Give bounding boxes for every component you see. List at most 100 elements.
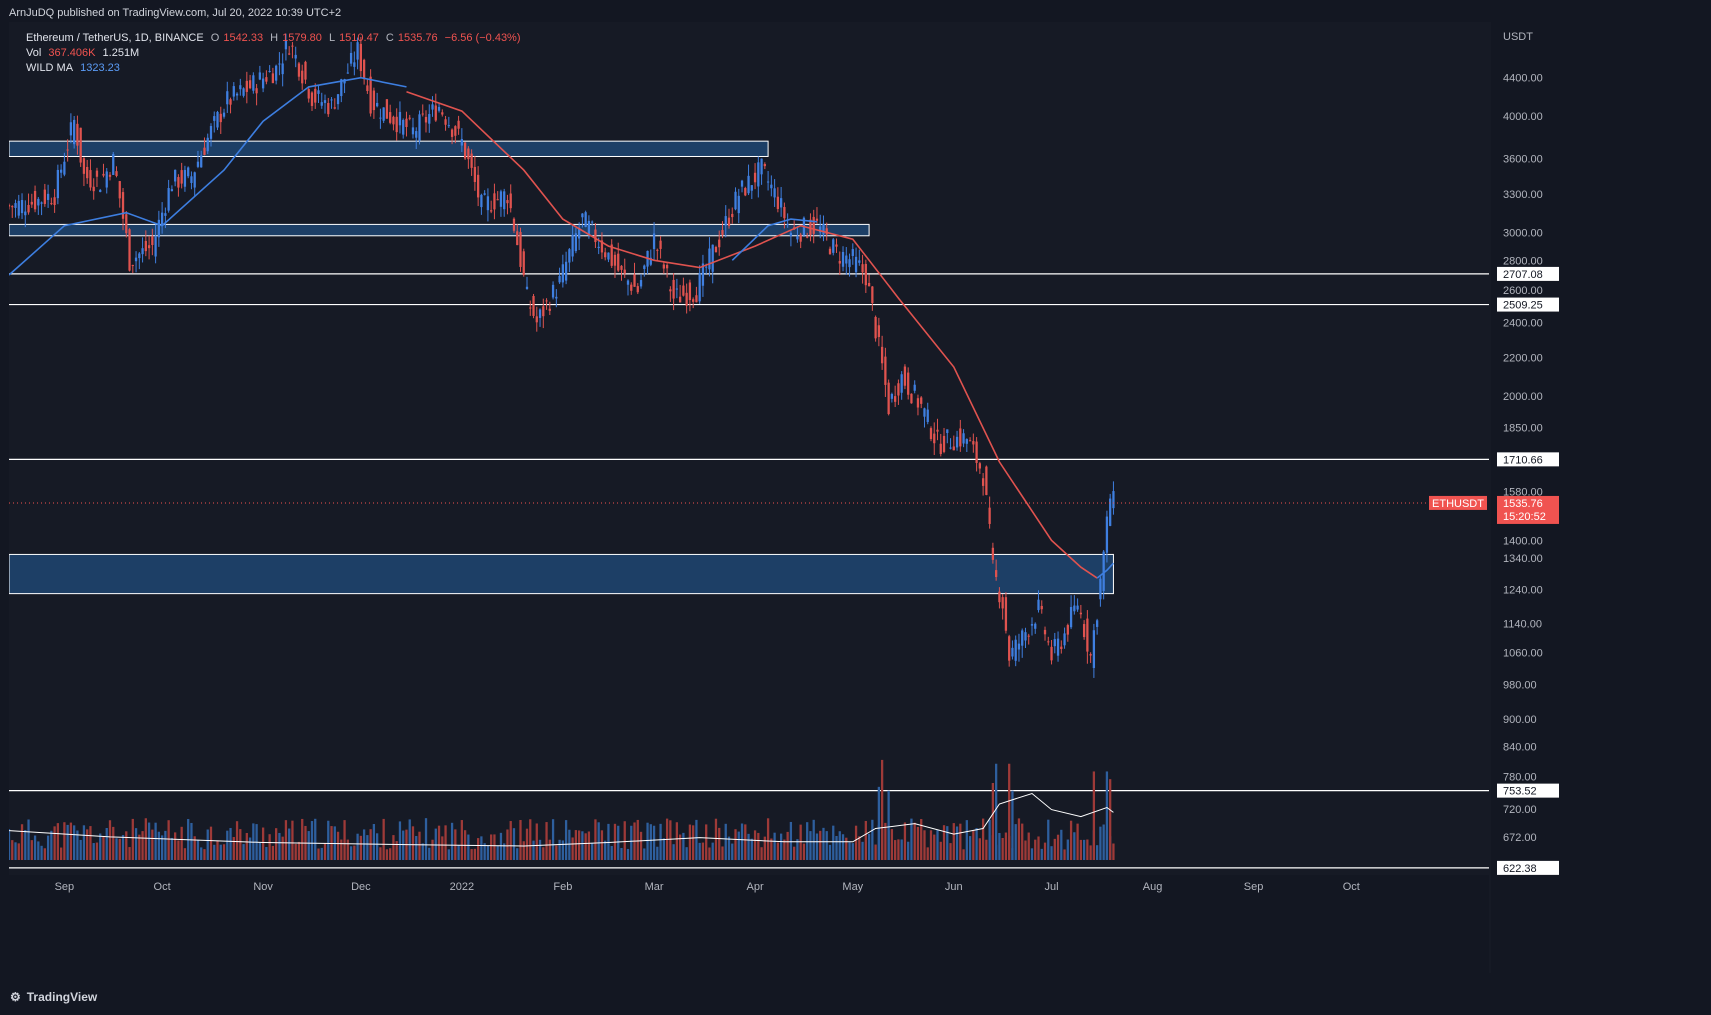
tradingview-logo[interactable]: ⚙ TradingView: [10, 990, 97, 1004]
legend-vol-label[interactable]: Vol: [26, 47, 42, 59]
volume-bar-253: [832, 825, 835, 860]
volume-bar-319: [1047, 819, 1050, 860]
candle-251: [825, 228, 828, 235]
volume-bar-136: [450, 822, 454, 860]
volume-bar-206: [678, 834, 682, 860]
volume-bar-229: [753, 830, 757, 860]
volume-bar-295: [968, 836, 972, 860]
volume-bar-226: [744, 824, 747, 860]
volume-bar-245: [806, 822, 809, 860]
y-tick-11: 1580.00: [1503, 486, 1543, 498]
candle-37: [128, 229, 131, 271]
y-tick-13: 1340.00: [1503, 553, 1543, 565]
volume-bar-318: [1043, 842, 1047, 860]
y-tick-21: 720.00: [1503, 804, 1537, 816]
volume-bar-164: [542, 847, 545, 860]
volume-bar-128: [424, 818, 428, 860]
candle-293: [962, 433, 965, 444]
candle-215: [708, 248, 711, 270]
candle-64: [216, 111, 219, 128]
candle-28: [99, 189, 102, 193]
candle-143: [473, 166, 477, 182]
volume-bar-249: [819, 830, 822, 860]
volume-bar-231: [760, 847, 763, 860]
x-tick-3: Dec: [351, 881, 371, 893]
volume-bar-127: [421, 843, 424, 860]
volume-bar-139: [460, 820, 463, 860]
price-chart[interactable]: USDT 4400.00 4000.00 3600.00 3300.00 3000.00 2…: [9, 22, 1565, 973]
volume-bar-239: [786, 831, 789, 860]
volume-bar-29: [102, 836, 105, 860]
candle-265: [871, 286, 874, 304]
candle-190: [626, 280, 630, 285]
symbol-tag-text: ETHUSDT: [1432, 498, 1484, 510]
volume-bar-240: [789, 821, 793, 860]
volume-bar-334: [1096, 845, 1099, 860]
candle-258: [848, 259, 851, 268]
y-tick-6: 2600.00: [1503, 285, 1543, 297]
volume-bar-324: [1063, 849, 1066, 860]
volume-bar-301: [988, 819, 991, 860]
legend-ma-label[interactable]: WILD MA: [26, 62, 74, 74]
volume-bar-79: [265, 846, 268, 860]
candle-183: [604, 252, 607, 258]
candle-124: [411, 127, 415, 135]
volume-bar-7: [30, 840, 33, 860]
candle-260: [854, 256, 858, 273]
volume-bar-281: [923, 830, 926, 860]
candle-179: [591, 221, 594, 223]
volume-bar-291: [955, 826, 959, 860]
candle-46: [157, 219, 161, 238]
volume-bar-250: [822, 827, 825, 860]
volume-bar-153: [506, 829, 509, 860]
volume-bar-8: [33, 835, 37, 860]
candle-105: [349, 52, 353, 64]
chart-pane[interactable]: USDT 4400.00 4000.00 3600.00 3300.00 3000.00 2…: [9, 22, 1565, 973]
volume-bar-215: [708, 847, 711, 860]
candle-254: [835, 244, 838, 247]
volume-bar-242: [796, 839, 799, 860]
volume-bar-18: [66, 824, 69, 860]
volume-bar-58: [196, 839, 200, 860]
volume-bar-304: [998, 832, 1001, 860]
volume-bar-316: [1037, 836, 1040, 860]
candle-276: [907, 372, 910, 395]
candle-94: [314, 88, 317, 103]
volume-bar-246: [809, 831, 812, 860]
candle-327: [1073, 605, 1076, 612]
candle-297: [975, 441, 978, 463]
volume-bar-148: [490, 834, 493, 860]
candle-70: [235, 93, 239, 96]
candle-90: [301, 70, 304, 84]
candle-30: [105, 171, 108, 188]
volume-bar-86: [288, 828, 291, 860]
volume-bar-107: [356, 833, 359, 860]
volume-bar-238: [783, 839, 786, 860]
candle-114: [379, 117, 382, 119]
candle-59: [200, 155, 203, 168]
candle-122: [405, 118, 408, 128]
legend-ma-row[interactable]: WILD MA 1323.23: [26, 62, 124, 74]
candle-225: [740, 180, 744, 187]
candle-43: [147, 245, 151, 249]
legend-symbol[interactable]: Ethereum / TetherUS, 1D, BINANCE: [26, 32, 204, 44]
volume-bar-298: [978, 838, 981, 860]
candle-145: [480, 194, 483, 208]
volume-bar-26: [92, 843, 95, 860]
candle-44: [151, 236, 154, 246]
y-tick-0: 4400.00: [1503, 73, 1543, 85]
level-tag-0: [1497, 266, 1559, 281]
legend-symbol-row[interactable]: Ethereum / TetherUS, 1D, BINANCE O 1542.3…: [26, 32, 525, 44]
candle-10: [40, 202, 43, 204]
candle-97: [323, 100, 327, 103]
candle-110: [366, 85, 369, 92]
volume-bar-131: [434, 828, 437, 860]
legend-volume-row[interactable]: Vol 367.406K 1.251M: [26, 47, 143, 59]
candle-109: [362, 59, 366, 80]
volume-bar-329: [1079, 839, 1082, 860]
volume-bar-62: [209, 826, 213, 860]
candle-117: [389, 112, 392, 123]
volume-bar-176: [581, 831, 584, 860]
volume-bar-124: [411, 826, 415, 860]
volume-bar-326: [1069, 820, 1073, 860]
